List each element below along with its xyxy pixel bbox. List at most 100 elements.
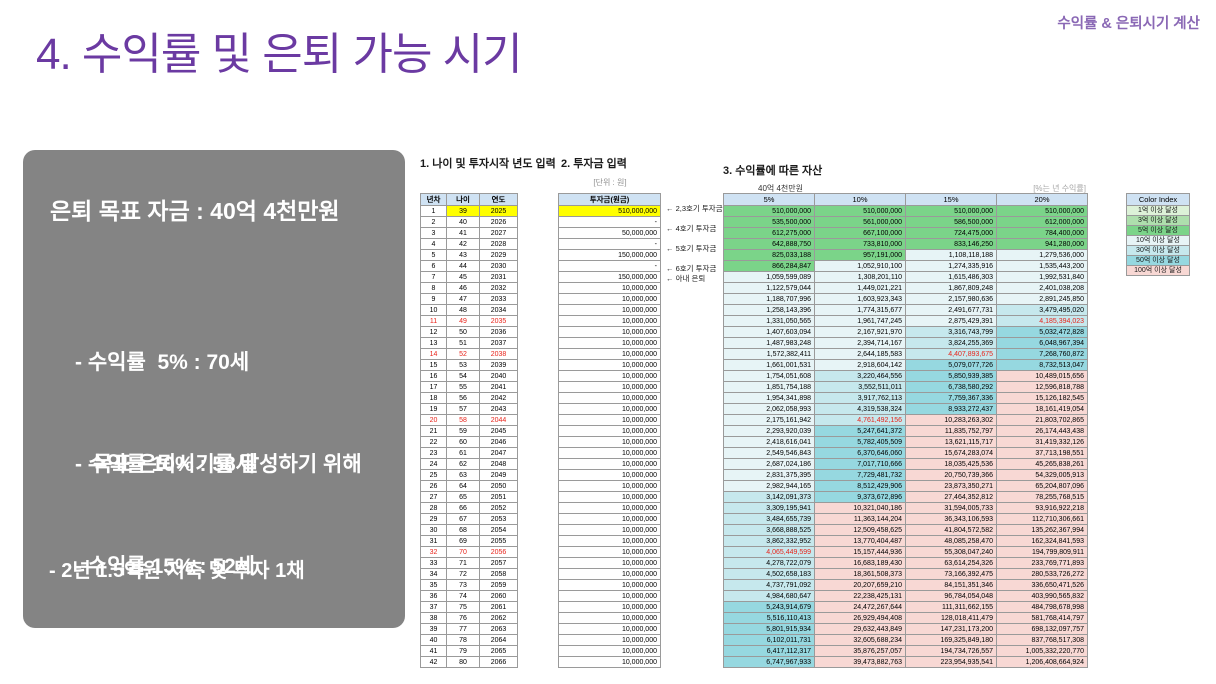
cell: 79: [446, 645, 480, 657]
cell: 2056: [479, 546, 518, 558]
cell: 2032: [479, 282, 518, 294]
table-row: -: [558, 238, 661, 250]
cell: 1,331,050,565: [723, 315, 815, 327]
cell: 642,888,750: [723, 238, 815, 250]
cell: 9: [420, 293, 447, 305]
table-row: 28 66 2052: [420, 502, 518, 514]
cell: 784,400,000: [996, 227, 1088, 239]
table-row: 6,417,112,317 35,876,257,057 194,734,726,5…: [723, 645, 1088, 657]
table-row: 39 77 2063: [420, 623, 518, 635]
cell: 10,000,000: [558, 557, 661, 569]
table-row: 12 50 2036: [420, 326, 518, 338]
cell: 72: [446, 568, 480, 580]
cell: 112,710,306,661: [996, 513, 1088, 525]
cell: 1,188,707,996: [723, 293, 815, 305]
cell: 62: [446, 458, 480, 470]
legend-row: 50억 이상 달성: [1126, 255, 1190, 266]
cell: 50: [446, 326, 480, 338]
cell: 6,370,646,060: [814, 447, 906, 459]
cell: 3,552,511,011: [814, 381, 906, 393]
cell: 2: [420, 216, 447, 228]
cell: 2,167,921,970: [814, 326, 906, 338]
cell: 1,449,021,221: [814, 282, 906, 294]
cell: 2029: [479, 249, 518, 261]
cell: 2047: [479, 447, 518, 459]
table-row: 34 72 2058: [420, 568, 518, 580]
cell: 2043: [479, 403, 518, 415]
summary-box: 은퇴 목표 자금 : 40억 4천만원 - 수익률 5% : 70세 - 수익률…: [23, 150, 405, 684]
table-row: 5 43 2029: [420, 249, 518, 261]
cell: 58: [446, 414, 480, 426]
cell: 25: [420, 469, 447, 481]
cell: 27,464,352,812: [905, 491, 997, 503]
cell: 49: [446, 315, 480, 327]
column-header: 20%: [996, 193, 1088, 206]
cell: 13: [420, 337, 447, 349]
cell: 2,293,920,039: [723, 425, 815, 437]
cell: 12: [420, 326, 447, 338]
table-row: 3,484,655,739 11,363,144,204 36,343,106,59…: [723, 513, 1088, 525]
cell: 4,319,538,324: [814, 403, 906, 415]
column-header: 10%: [814, 193, 906, 206]
table-row: 1,407,603,094 2,167,921,970 3,316,743,799 5…: [723, 326, 1088, 338]
cell: 2027: [479, 227, 518, 239]
table-row: 25 63 2049: [420, 469, 518, 481]
cell: 484,798,678,998: [996, 601, 1088, 613]
table-row: 1,487,983,248 2,394,714,167 3,824,255,369 6…: [723, 337, 1088, 349]
cell: 336,650,471,526: [996, 579, 1088, 591]
cell: 8,933,272,437: [905, 403, 997, 415]
table-row: 5,516,110,413 26,929,494,408 128,018,411,4…: [723, 612, 1088, 624]
cell: 1,274,335,916: [905, 260, 997, 272]
table-row: 3,668,888,525 12,509,458,625 41,804,572,58…: [723, 524, 1088, 536]
cell: 64: [446, 480, 480, 492]
table-row: 5,801,915,934 29,632,443,849 147,231,173,2…: [723, 623, 1088, 635]
table-row: 40 78 2064: [420, 634, 518, 646]
table-row: 2,549,546,843 6,370,646,060 15,674,283,074…: [723, 447, 1088, 459]
cell: 2033: [479, 293, 518, 305]
cell: 1,052,910,100: [814, 260, 906, 272]
retirement-goal-title: 은퇴 목표 자금 : 40억 4천만원: [50, 198, 340, 224]
cell: 50,000,000: [558, 227, 661, 239]
cell: 3,142,091,373: [723, 491, 815, 503]
corner-label: 수익률 & 은퇴시기 계산: [1057, 16, 1200, 32]
cell: 3,309,195,941: [723, 502, 815, 514]
cell: 698,132,097,757: [996, 623, 1088, 635]
table-row: 10,000,000: [558, 612, 661, 624]
cell: 10,000,000: [558, 546, 661, 558]
cell: 59: [446, 425, 480, 437]
action-line: - 수익률 15% 달성 (잃지 않는 투자): [49, 665, 345, 684]
cell: 10,000,000: [558, 623, 661, 635]
cell: 733,810,000: [814, 238, 906, 250]
cell: 2,418,616,041: [723, 436, 815, 448]
cell: 53: [446, 359, 480, 371]
cell: 10,321,040,186: [814, 502, 906, 514]
cell: 4,065,449,599: [723, 546, 815, 558]
cell: 4,761,492,156: [814, 414, 906, 426]
cell: 833,146,250: [905, 238, 997, 250]
cell: 2,549,546,843: [723, 447, 815, 459]
table-row: 37 75 2061: [420, 601, 518, 613]
cell: 19: [420, 403, 447, 415]
age-year-table: 년차 나이 연도 1 39 2025 2 40 2026 3 41 2027 4 42 2028 5 43 20…: [420, 193, 518, 668]
column-header: 연도: [479, 193, 518, 206]
cell: 510,000,000: [558, 205, 661, 217]
section-2-heading: 2. 투자금 입력: [561, 158, 627, 170]
investment-annotation: ← 4호기 투자금: [666, 224, 717, 233]
cell: 27: [420, 491, 447, 503]
cell: 3,479,495,020: [996, 304, 1088, 316]
cell: 4,502,658,183: [723, 568, 815, 580]
cell: 612,275,000: [723, 227, 815, 239]
section-3-heading: 3. 수익률에 따른 자산: [723, 165, 823, 177]
cell: 2038: [479, 348, 518, 360]
table-row: 1,572,382,411 2,644,185,583 4,407,893,675 7…: [723, 348, 1088, 360]
cell: 18: [420, 392, 447, 404]
cell: 32: [420, 546, 447, 558]
cell: 2,918,604,142: [814, 359, 906, 371]
cell: 1,661,001,531: [723, 359, 815, 371]
cell: 33: [420, 557, 447, 569]
cell: 10,000,000: [558, 524, 661, 536]
table-row: 6 44 2030: [420, 260, 518, 272]
cell: 22,238,425,131: [814, 590, 906, 602]
table-row: 10,000,000: [558, 436, 661, 448]
